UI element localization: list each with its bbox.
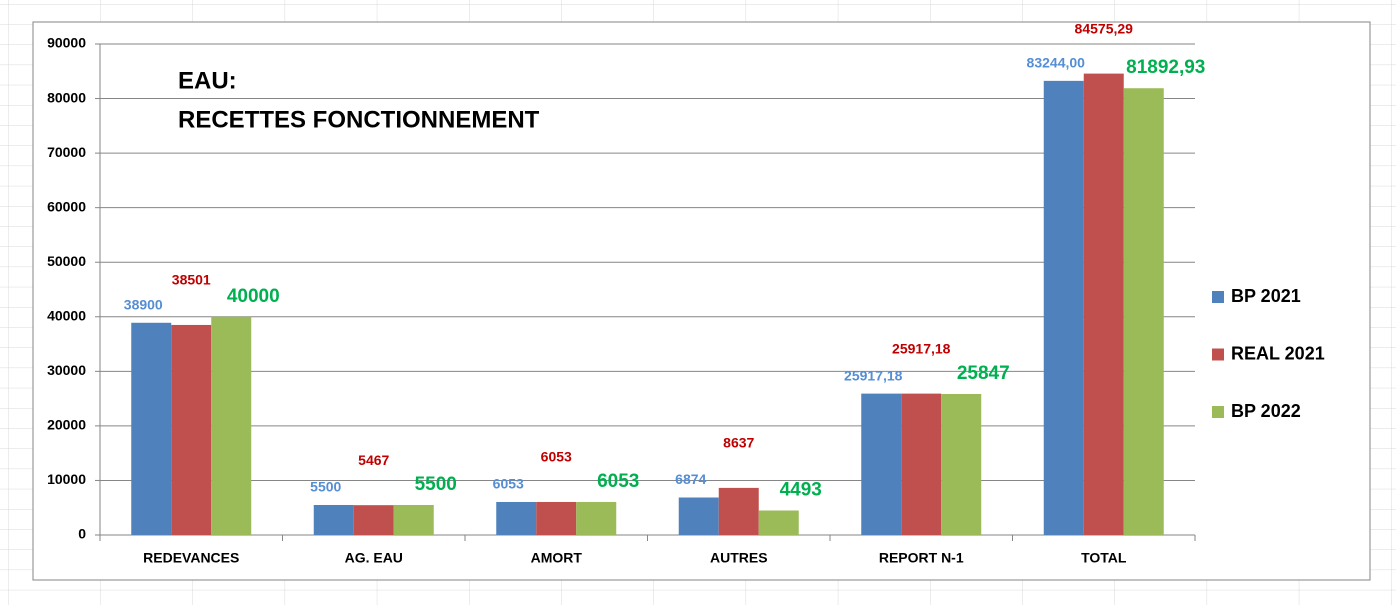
bar — [496, 501, 537, 535]
chart-subtitle: RECETTES FONCTIONNEMENT — [178, 106, 540, 133]
x-tick-label: REDEVANCES — [143, 550, 239, 566]
bar — [313, 504, 354, 535]
bar — [353, 505, 394, 535]
data-label: 5500 — [415, 474, 457, 495]
bar — [171, 324, 212, 535]
bar — [536, 501, 577, 535]
x-tick-label: REPORT N-1 — [879, 550, 964, 566]
data-label: 25917,18 — [892, 340, 951, 356]
data-label: 6874 — [675, 471, 706, 487]
y-tick-label: 30000 — [47, 362, 86, 378]
data-label: 6053 — [541, 449, 572, 465]
y-tick-label: 70000 — [47, 144, 86, 160]
bar — [941, 393, 982, 535]
data-label: 5467 — [358, 452, 389, 468]
x-tick-label: AG. EAU — [345, 550, 403, 566]
bar — [901, 393, 942, 535]
legend-label: BP 2022 — [1231, 401, 1301, 421]
data-label: 38501 — [172, 272, 211, 288]
legend-swatch — [1212, 406, 1224, 418]
data-label: 40000 — [227, 286, 280, 307]
bar — [678, 497, 719, 535]
bar — [718, 487, 759, 535]
x-tick-label: TOTAL — [1081, 550, 1127, 566]
y-tick-label: 40000 — [47, 307, 86, 323]
x-tick-label: AUTRES — [710, 550, 768, 566]
data-label: 38900 — [124, 296, 163, 312]
bar — [131, 322, 172, 535]
data-label: 6053 — [493, 476, 524, 492]
legend-label: BP 2021 — [1231, 286, 1301, 306]
y-tick-label: 60000 — [47, 198, 86, 214]
y-tick-label: 90000 — [47, 35, 86, 51]
data-label: 83244,00 — [1027, 55, 1086, 71]
data-label: 8637 — [723, 435, 754, 451]
x-tick-label: AMORT — [531, 550, 583, 566]
bar — [1123, 88, 1164, 535]
data-label: 25847 — [957, 363, 1010, 384]
data-label: 4493 — [780, 480, 822, 501]
y-tick-label: 50000 — [47, 253, 86, 269]
y-tick-label: 80000 — [47, 89, 86, 105]
y-tick-label: 10000 — [47, 471, 86, 487]
data-label: 6053 — [597, 471, 639, 492]
bar — [211, 316, 252, 535]
data-label: 84575,29 — [1075, 20, 1134, 36]
bar — [758, 510, 799, 535]
y-tick-label: 0 — [78, 526, 86, 542]
legend-swatch — [1212, 348, 1224, 361]
legend-swatch — [1212, 291, 1224, 303]
chart-title: EAU: — [178, 67, 237, 94]
bar — [1043, 80, 1084, 536]
data-label: 5500 — [310, 479, 341, 495]
y-tick-label: 20000 — [47, 417, 86, 433]
bar — [1083, 73, 1124, 535]
data-label: 25917,18 — [844, 367, 903, 383]
legend-label: REAL 2021 — [1231, 343, 1325, 363]
bar — [393, 504, 434, 535]
bar — [861, 393, 902, 535]
bar — [576, 501, 617, 535]
data-label: 81892,93 — [1126, 57, 1205, 78]
